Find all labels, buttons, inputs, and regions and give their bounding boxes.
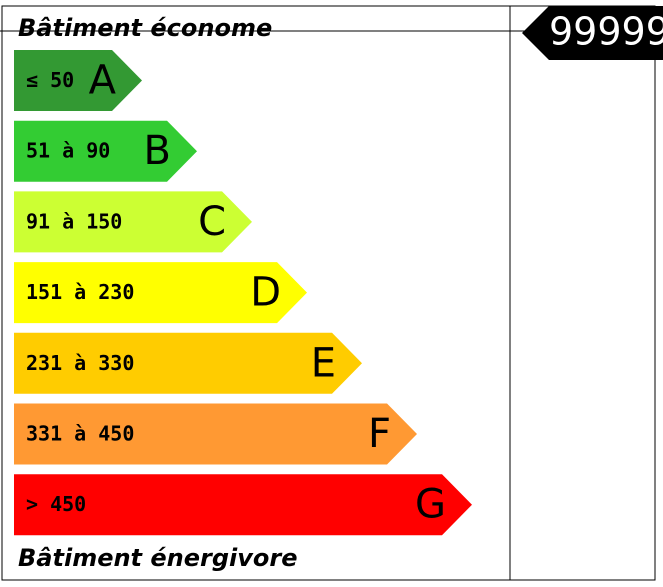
class-letter: G xyxy=(415,482,446,528)
class-bar xyxy=(14,191,252,253)
frame xyxy=(1,5,656,581)
class-range: 151 à 230 xyxy=(26,280,134,304)
class-letter: B xyxy=(144,128,171,174)
class-bar xyxy=(14,403,417,465)
class-bar xyxy=(14,474,472,536)
class-letter: E xyxy=(311,340,336,386)
class-letter: D xyxy=(250,270,281,316)
class-range: 91 à 150 xyxy=(26,209,122,233)
class-bar xyxy=(14,262,307,324)
class-range: 331 à 450 xyxy=(26,422,134,446)
class-range: ≤ 50 xyxy=(26,68,74,92)
header-title: Bâtiment économe xyxy=(18,14,272,42)
marker-value: 99999 xyxy=(549,10,663,54)
class-letter: F xyxy=(368,411,391,457)
class-letter: A xyxy=(89,58,117,104)
class-bar xyxy=(14,50,142,111)
class-range: 231 à 330 xyxy=(26,351,134,375)
footer-title: Bâtiment énergivore xyxy=(18,544,298,572)
marker-arrow xyxy=(522,6,663,60)
class-bar xyxy=(14,332,362,394)
class-bar xyxy=(14,120,197,182)
class-range: > 450 xyxy=(26,492,86,516)
class-letter: C xyxy=(198,199,226,245)
class-range: 51 à 90 xyxy=(26,139,110,163)
